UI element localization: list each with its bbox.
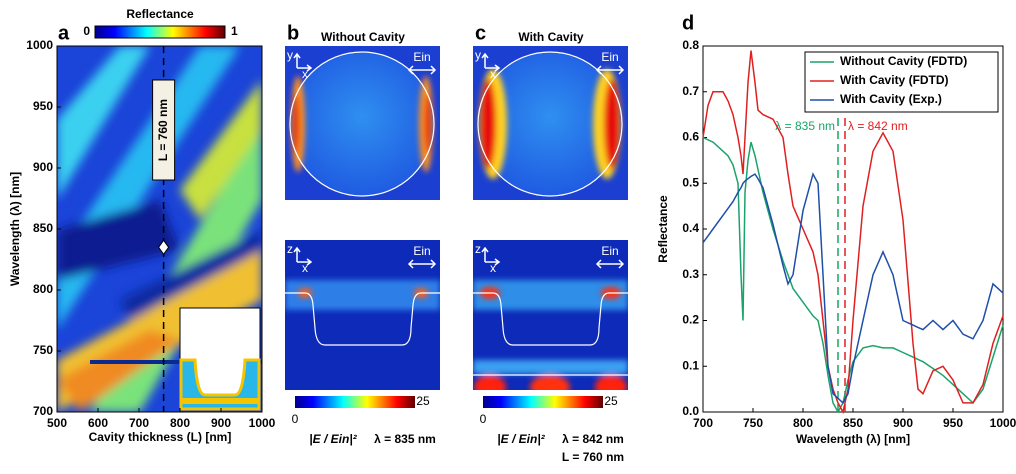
y-tick-label: 0.7	[682, 84, 699, 98]
field-map-bottom	[285, 240, 440, 390]
x-tick-label: 800	[793, 416, 813, 430]
x-tick-label: 950	[943, 416, 963, 430]
colorbar-tick-label: 25	[604, 394, 618, 408]
colorbar	[483, 396, 603, 408]
axis-arrows	[481, 246, 501, 266]
colorbar	[295, 396, 415, 408]
axis-arrows	[293, 246, 313, 266]
y-tick-label: 0.3	[682, 267, 699, 281]
legend-label: Without Cavity (FDTD)	[840, 54, 967, 68]
panel-label: b	[287, 22, 299, 44]
y-tick-label: 950	[33, 99, 53, 113]
panel-title: Without Cavity	[321, 30, 405, 44]
y-tick-label: 0.2	[682, 313, 699, 327]
colorbar-tick-label: 0	[480, 412, 487, 426]
axis-letter: y	[287, 48, 293, 62]
annotation: L = 760 nm	[156, 99, 170, 161]
y-axis-label: Reflectance	[656, 195, 670, 263]
colorbar-tick-label: 0	[292, 412, 299, 426]
y-tick-label: 0.5	[682, 175, 699, 189]
x-tick-label: 700	[129, 416, 149, 430]
x-tick-label: 1000	[249, 416, 276, 430]
axis-letter: x	[302, 261, 308, 275]
source-arrow	[595, 259, 625, 269]
field-map-top	[285, 46, 440, 200]
marker	[157, 239, 170, 256]
colorbar-title: Reflectance	[126, 7, 194, 21]
y-tick-label: 0.6	[682, 130, 699, 144]
thickness-label: L = 760 nm	[562, 450, 624, 464]
panel-label: a	[58, 22, 70, 44]
y-tick-label: 850	[33, 221, 53, 235]
field-map-bottom	[473, 240, 628, 390]
series-line	[702, 50, 1004, 415]
y-tick-label: 1000	[26, 38, 53, 52]
axis-arrows	[293, 52, 313, 72]
x-tick-label: 600	[88, 416, 108, 430]
reference-label: λ = 835 nm	[775, 119, 835, 133]
source-label: Ein	[601, 50, 618, 64]
x-tick-label: 900	[211, 416, 231, 430]
x-tick-label: 500	[47, 416, 67, 430]
wavelength-label: λ = 842 nm	[562, 432, 624, 446]
x-tick-label: 800	[170, 416, 190, 430]
field-map-top	[473, 46, 628, 200]
x-tick-label: 750	[743, 416, 763, 430]
colorbar-tick-label: 0	[83, 24, 90, 38]
y-tick-label: 0.0	[682, 404, 699, 418]
y-tick-label: 800	[33, 282, 53, 296]
source-arrow	[407, 259, 437, 269]
y-tick-label: 0.8	[682, 38, 699, 52]
axis-letter: x	[490, 67, 496, 81]
y-tick-label: 900	[33, 160, 53, 174]
x-tick-label: 900	[893, 416, 913, 430]
legend-label: With Cavity (Exp.)	[840, 92, 942, 106]
legend	[804, 51, 999, 113]
source-label: Ein	[413, 50, 430, 64]
colorbar-tick-label: 25	[416, 394, 430, 408]
y-axis-label: Wavelength (λ) [nm]	[8, 172, 22, 286]
panel-label: d	[682, 12, 694, 34]
inset	[179, 307, 261, 411]
field-label: |E / Ein|²	[497, 432, 545, 446]
reference-label: λ = 842 nm	[848, 119, 908, 133]
annotation-box	[152, 79, 176, 181]
x-axis-label: Wavelength (λ) [nm]	[796, 432, 910, 446]
legend-label: With Cavity (FDTD)	[840, 73, 949, 87]
field-label: |E / Ein|²	[309, 432, 357, 446]
axis-letter: x	[302, 67, 308, 81]
y-tick-label: 0.1	[682, 358, 699, 372]
source-arrow	[595, 65, 625, 75]
colorbar-tick-label: 1	[231, 24, 238, 38]
wavelength-label: λ = 835 nm	[374, 432, 436, 446]
axis-arrows	[481, 52, 501, 72]
source-label: Ein	[601, 244, 618, 258]
source-label: Ein	[413, 244, 430, 258]
axis-letter: z	[475, 242, 481, 256]
series-line	[702, 172, 1004, 405]
colorbar	[94, 25, 226, 39]
x-tick-label: 700	[693, 416, 713, 430]
y-tick-label: 700	[33, 404, 53, 418]
panel-title: With Cavity	[518, 30, 584, 44]
x-tick-label: 850	[843, 416, 863, 430]
axis-letter: z	[287, 242, 293, 256]
panel-label: c	[475, 22, 486, 44]
axis-letter: y	[475, 48, 481, 62]
x-tick-label: 1000	[990, 416, 1016, 430]
source-arrow	[407, 65, 437, 75]
y-tick-label: 750	[33, 343, 53, 357]
x-axis-label: Cavity thickness (L) [nm]	[89, 430, 232, 444]
axis-letter: x	[490, 261, 496, 275]
series-line	[702, 136, 1004, 414]
y-tick-label: 0.4	[682, 221, 699, 235]
